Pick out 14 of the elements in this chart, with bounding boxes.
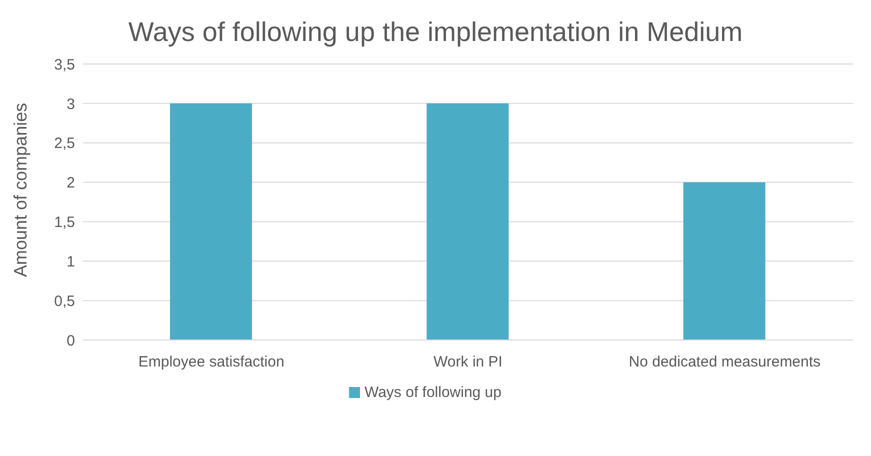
y-tick-label: 2 [66, 174, 75, 192]
x-tick-label: No dedicated measurements [628, 354, 821, 371]
x-tick-label: Employee satisfaction [138, 354, 284, 371]
y-tick-label: 1 [66, 253, 75, 270]
chart-title: Ways of following up the implementation in Medium [127, 16, 744, 49]
y-tick-label: 3 [66, 96, 75, 113]
y-tick-label: 2,5 [54, 135, 75, 152]
y-tick-label: 3,5 [54, 56, 75, 74]
y-tick-label: 0,5 [54, 292, 75, 310]
legend-label: Ways of following up [364, 384, 502, 401]
x-tick-label: Work in PI [434, 354, 502, 371]
y-tick-label: 1,5 [54, 214, 75, 232]
y-axis-title: Amount of companies [10, 102, 30, 277]
y-tick-label: 0 [66, 332, 75, 350]
